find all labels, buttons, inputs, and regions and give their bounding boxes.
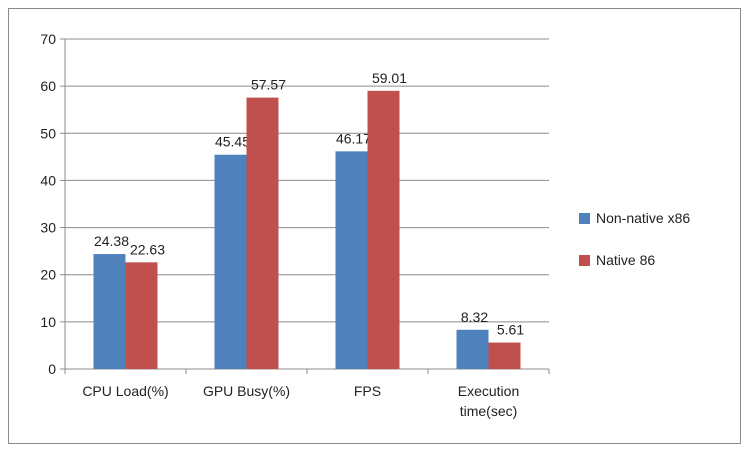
y-tick-label: 0 (48, 361, 56, 377)
data-label: 57.57 (251, 77, 286, 93)
data-label: 8.32 (461, 309, 488, 325)
bar (488, 342, 521, 369)
legend-item-native: Native 86 (579, 249, 690, 271)
data-label: 45.45 (215, 134, 250, 150)
bar (367, 90, 400, 369)
bar (93, 254, 126, 369)
bar (335, 151, 368, 369)
data-label: 46.17 (336, 130, 371, 146)
y-tick-label: 40 (40, 172, 56, 188)
chart-frame: 0 10 20 30 40 50 60 70 24.38 22.63 CPU Load(%) 45.4… (8, 8, 741, 444)
data-label: 24.38 (94, 233, 129, 249)
x-tick-label: CPU Load(%) (82, 383, 168, 399)
legend-label-non-native: Non-native x86 (596, 210, 691, 226)
bar (214, 154, 247, 369)
y-tick-label: 70 (40, 31, 56, 47)
bar (246, 97, 279, 369)
y-tick-label: 30 (40, 220, 56, 236)
y-tick-label: 20 (40, 267, 56, 283)
x-tick-label: time(sec) (460, 403, 518, 419)
legend-swatch-non-native (579, 212, 590, 224)
data-label: 22.63 (130, 241, 165, 257)
legend: Non-native x86 Native 86 (579, 207, 690, 291)
y-tick-label: 10 (40, 314, 56, 330)
x-tick-label: GPU Busy(%) (203, 383, 290, 399)
data-label: 5.61 (497, 322, 524, 338)
x-tick-label: Execution (458, 383, 519, 399)
legend-label-native: Native 86 (596, 252, 656, 268)
legend-swatch-native (579, 254, 590, 266)
data-label: 59.01 (372, 70, 407, 86)
legend-item-non-native: Non-native x86 (579, 207, 690, 229)
y-tick-label: 60 (40, 78, 56, 94)
bar (456, 329, 489, 369)
x-tick-label: FPS (354, 383, 381, 399)
y-tick-label: 50 (40, 125, 56, 141)
bar (125, 262, 158, 369)
